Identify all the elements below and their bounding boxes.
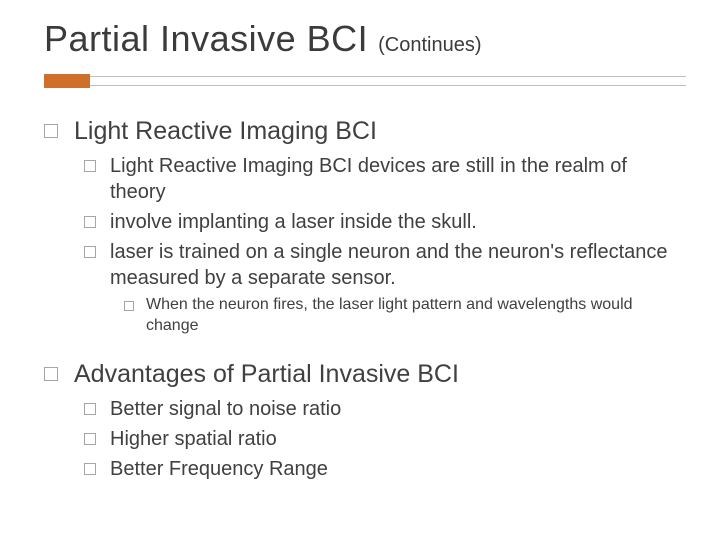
- title-row: Partial Invasive BCI (Continues): [44, 18, 686, 60]
- list-item-text: Better Frequency Range: [110, 456, 328, 482]
- square-bullet-icon: [124, 301, 134, 311]
- slide-subtitle: (Continues): [378, 34, 481, 57]
- list-item: Higher spatial ratio: [84, 426, 686, 452]
- sub-list-item-text: When the neuron fires, the laser light p…: [146, 295, 686, 337]
- list-item-text: involve implanting a laser inside the sk…: [110, 209, 477, 235]
- square-bullet-icon: [84, 433, 96, 445]
- sub-list-item: When the neuron fires, the laser light p…: [124, 295, 686, 337]
- slide: Partial Invasive BCI (Continues) Light R…: [0, 0, 720, 540]
- square-bullet-icon: [84, 246, 96, 258]
- list-item-text: Light Reactive Imaging BCI devices are s…: [110, 153, 686, 205]
- square-bullet-icon: [84, 160, 96, 172]
- accent-swatch: [44, 74, 90, 88]
- list-item-text: Better signal to noise ratio: [110, 396, 341, 422]
- list-item-text: Higher spatial ratio: [110, 426, 277, 452]
- list-item: Better Frequency Range: [84, 456, 686, 482]
- square-bullet-icon: [84, 403, 96, 415]
- accent-band: [44, 74, 686, 88]
- section-heading: Advantages of Partial Invasive BCI: [44, 359, 686, 390]
- square-bullet-icon: [44, 367, 58, 381]
- content: Light Reactive Imaging BCI Light Reactiv…: [44, 116, 686, 482]
- list-item: Better signal to noise ratio: [84, 396, 686, 422]
- list-item: laser is trained on a single neuron and …: [84, 239, 686, 291]
- square-bullet-icon: [84, 463, 96, 475]
- slide-title: Partial Invasive BCI: [44, 18, 368, 60]
- list-item-text: laser is trained on a single neuron and …: [110, 239, 686, 291]
- accent-line: [90, 74, 686, 88]
- section-heading: Light Reactive Imaging BCI: [44, 116, 686, 147]
- section-heading-text: Light Reactive Imaging BCI: [74, 116, 377, 147]
- section-heading-text: Advantages of Partial Invasive BCI: [74, 359, 459, 390]
- list-item: Light Reactive Imaging BCI devices are s…: [84, 153, 686, 205]
- square-bullet-icon: [84, 216, 96, 228]
- list-item: involve implanting a laser inside the sk…: [84, 209, 686, 235]
- square-bullet-icon: [44, 124, 58, 138]
